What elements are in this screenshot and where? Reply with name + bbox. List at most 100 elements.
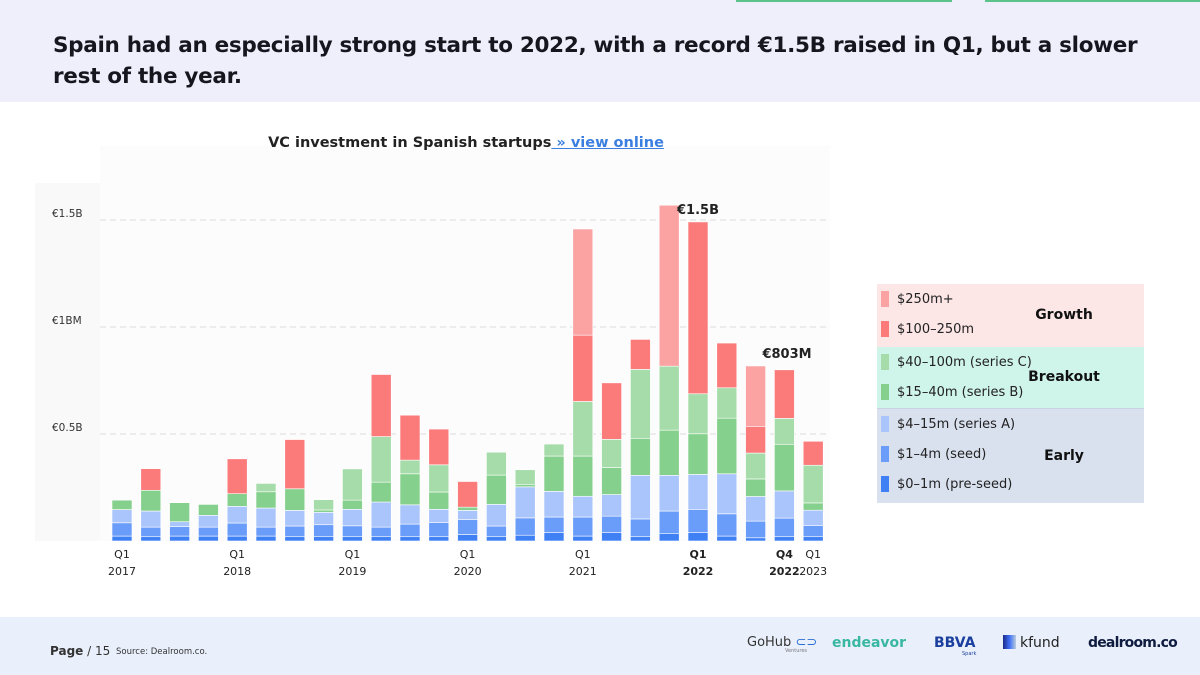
bar-segment <box>428 522 450 538</box>
bar-segment <box>745 478 766 497</box>
bar-segment <box>687 474 709 510</box>
bar-segment <box>774 369 795 419</box>
bar-segment <box>399 523 421 538</box>
legend-swatch <box>881 416 889 432</box>
x-tick-year: 2020 <box>454 565 482 578</box>
x-tick-year: 2022 <box>769 565 800 578</box>
bar-segment <box>572 495 594 518</box>
bar-segment <box>514 469 536 485</box>
bar-segment <box>284 536 306 542</box>
bar-segment <box>630 518 651 538</box>
legend-item[interactable]: $0–1m (pre-seed) <box>881 476 1012 492</box>
bar-segment <box>140 526 162 538</box>
bar-segment <box>716 387 738 419</box>
legend-swatch <box>881 446 889 462</box>
x-tick-year: 2017 <box>108 565 136 578</box>
bar-segment <box>342 525 363 538</box>
legend-swatch <box>881 291 889 307</box>
bar-segment <box>745 537 766 542</box>
bar-segment <box>486 525 507 538</box>
bar-segment <box>543 443 565 457</box>
bar-segment <box>543 491 565 518</box>
bar-segment <box>601 515 622 533</box>
x-tick-quarter: Q1 <box>229 548 245 561</box>
bar-segment <box>658 204 680 367</box>
legend-group-early: $4–15m (series A) $1–4m (seed) $0–1m (pre-… <box>877 408 1144 503</box>
bar-segment <box>630 369 651 439</box>
bar-segment <box>457 534 478 542</box>
bar-segment <box>514 486 536 519</box>
bar-segment <box>601 532 622 542</box>
kfund-logo-text: kfund <box>1020 635 1060 651</box>
chart-title: VC investment in Spanish startups » view… <box>0 135 932 151</box>
page-total: 15 <box>94 644 111 658</box>
x-tick-quarter: Q1 <box>114 548 130 561</box>
progress-line <box>736 0 952 2</box>
legend-item[interactable]: $1–4m (seed) <box>881 446 986 462</box>
gohub-logo-text: GoHub <box>747 635 792 650</box>
bar-segment <box>255 491 277 509</box>
y-tick-label: €0.5B <box>52 422 83 434</box>
legend-item[interactable]: $100–250m <box>881 321 974 337</box>
bar-segment <box>457 510 478 520</box>
y-tick-label: €1.5B <box>52 208 83 220</box>
bar-segment <box>687 509 709 533</box>
bar-segment <box>111 499 133 510</box>
legend-group-growth: $250m+ $100–250m Growth <box>877 284 1144 347</box>
y-axis-band <box>35 183 100 541</box>
bar-segment <box>658 429 680 476</box>
bar-segment <box>255 507 277 528</box>
bar-segment <box>457 506 478 511</box>
legend-item[interactable]: $40–100m (series C) <box>881 354 1032 370</box>
x-tick-quarter: Q1 <box>575 548 591 561</box>
bar-segment <box>572 516 594 537</box>
legend-item[interactable]: $15–40m (series B) <box>881 384 1023 400</box>
bar-segment <box>111 509 133 524</box>
x-tick-year: 2021 <box>569 565 597 578</box>
legend-label: $250m+ <box>897 291 954 307</box>
bar-segment <box>428 464 450 493</box>
bar-segment <box>169 526 190 537</box>
bar-segment <box>630 475 651 520</box>
bar-segment <box>169 535 190 542</box>
bar-segment <box>486 474 507 505</box>
legend-item[interactable]: $4–15m (series A) <box>881 416 1015 432</box>
legend-swatch <box>881 384 889 400</box>
y-tick-label: €1BM <box>52 315 82 327</box>
bar-segment <box>572 535 594 542</box>
legend-label: $4–15m (series A) <box>897 416 1016 432</box>
bar-segment <box>226 506 248 524</box>
bar-segment <box>716 473 738 515</box>
plot-area <box>100 146 830 541</box>
bar-segment <box>198 515 219 528</box>
bar-segment <box>514 483 536 488</box>
legend-item[interactable]: $250m+ <box>881 291 954 307</box>
bar-segment <box>802 509 824 526</box>
bar-segment <box>428 491 450 510</box>
bar-segment <box>601 439 622 468</box>
page-label: Page <box>50 644 84 658</box>
bar-segment <box>255 526 277 537</box>
bar-segment <box>745 425 766 454</box>
bar-segment <box>802 525 824 538</box>
bar-segment <box>284 439 306 490</box>
bar-segment <box>774 443 795 492</box>
x-tick-quarter: Q1 <box>689 548 706 561</box>
x-tick-quarter: Q1 <box>345 548 361 561</box>
view-online-link[interactable]: » view online <box>551 135 664 151</box>
bar-segment <box>226 535 248 542</box>
bar-segment <box>313 536 334 542</box>
bar-segment <box>342 536 363 542</box>
x-tick-quarter: Q4 <box>776 548 793 561</box>
bar-segment <box>658 475 680 512</box>
bar-segment <box>745 365 766 427</box>
bar-segment <box>140 489 162 512</box>
bar-segment <box>428 428 450 466</box>
bar-segment <box>543 516 565 533</box>
bar-segment <box>716 417 738 475</box>
bar-segment <box>601 494 622 517</box>
bar-segment <box>284 488 306 511</box>
gohub-logo: GoHub ⊂⊃ Ventures <box>747 635 818 654</box>
bar-segment <box>370 526 392 538</box>
